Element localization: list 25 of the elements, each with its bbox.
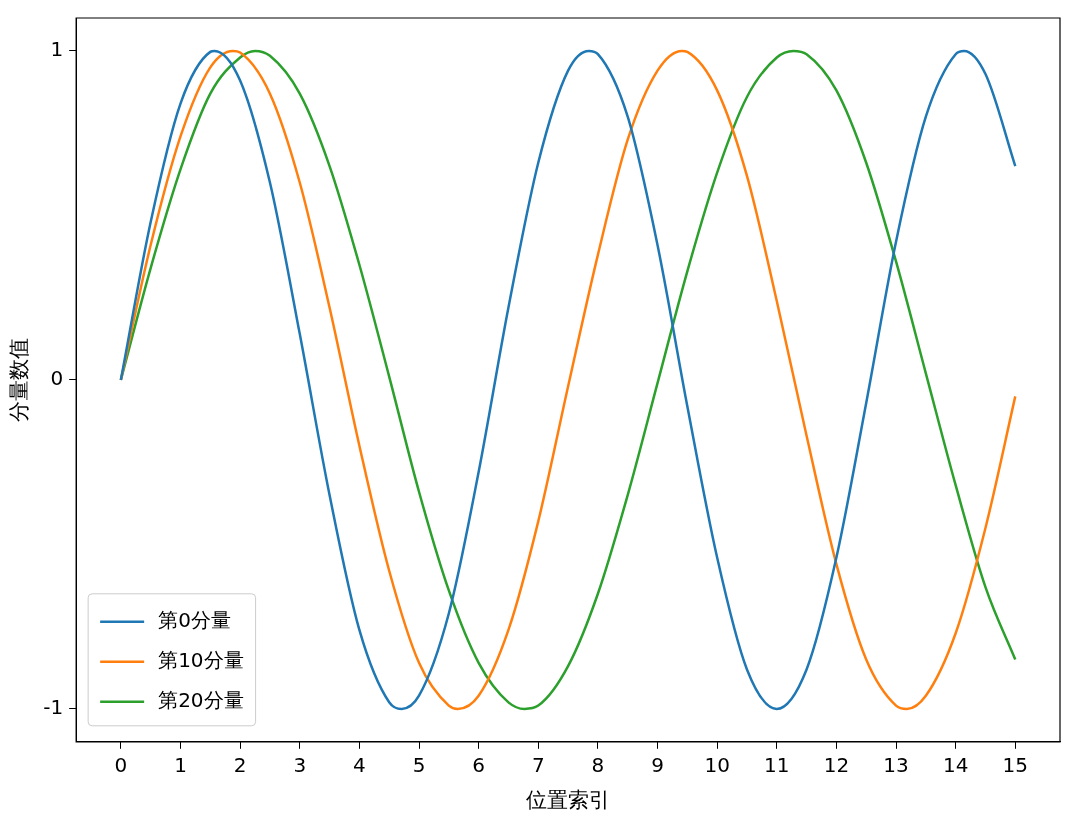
x-tick-label: 12	[823, 753, 850, 777]
x-tick-label: 11	[764, 753, 790, 777]
x-tick-label: 9	[651, 753, 664, 777]
y-tick-label: 0	[50, 366, 64, 391]
x-tick-label: 13	[883, 753, 909, 777]
x-tick-label: 0	[114, 753, 128, 777]
x-tick-label: 14	[942, 753, 969, 777]
x-tick-label: 4	[353, 753, 366, 777]
line-series	[119, 49, 1017, 711]
x-tick-label: 5	[412, 753, 426, 777]
legend-label: 第10分量	[158, 648, 244, 672]
legend-label: 第20分量	[158, 688, 244, 712]
x-tick-label: 10	[704, 753, 730, 777]
x-tick-label: 8	[591, 753, 605, 777]
x-tick-label: 6	[472, 753, 485, 777]
y-tick-label: 1	[50, 37, 64, 62]
x-tick-label: 7	[531, 753, 545, 777]
x-tick-label: 3	[293, 753, 307, 777]
x-tick-label: 15	[1002, 753, 1029, 777]
legend-label: 第0分量	[158, 608, 231, 632]
y-tick-label: -1	[43, 695, 64, 720]
x-tick-label: 2	[233, 753, 247, 777]
x-tick-label: 1	[174, 753, 187, 777]
y-axis-title: 分量数值	[7, 337, 32, 422]
x-axis-title: 位置索引	[526, 787, 611, 812]
